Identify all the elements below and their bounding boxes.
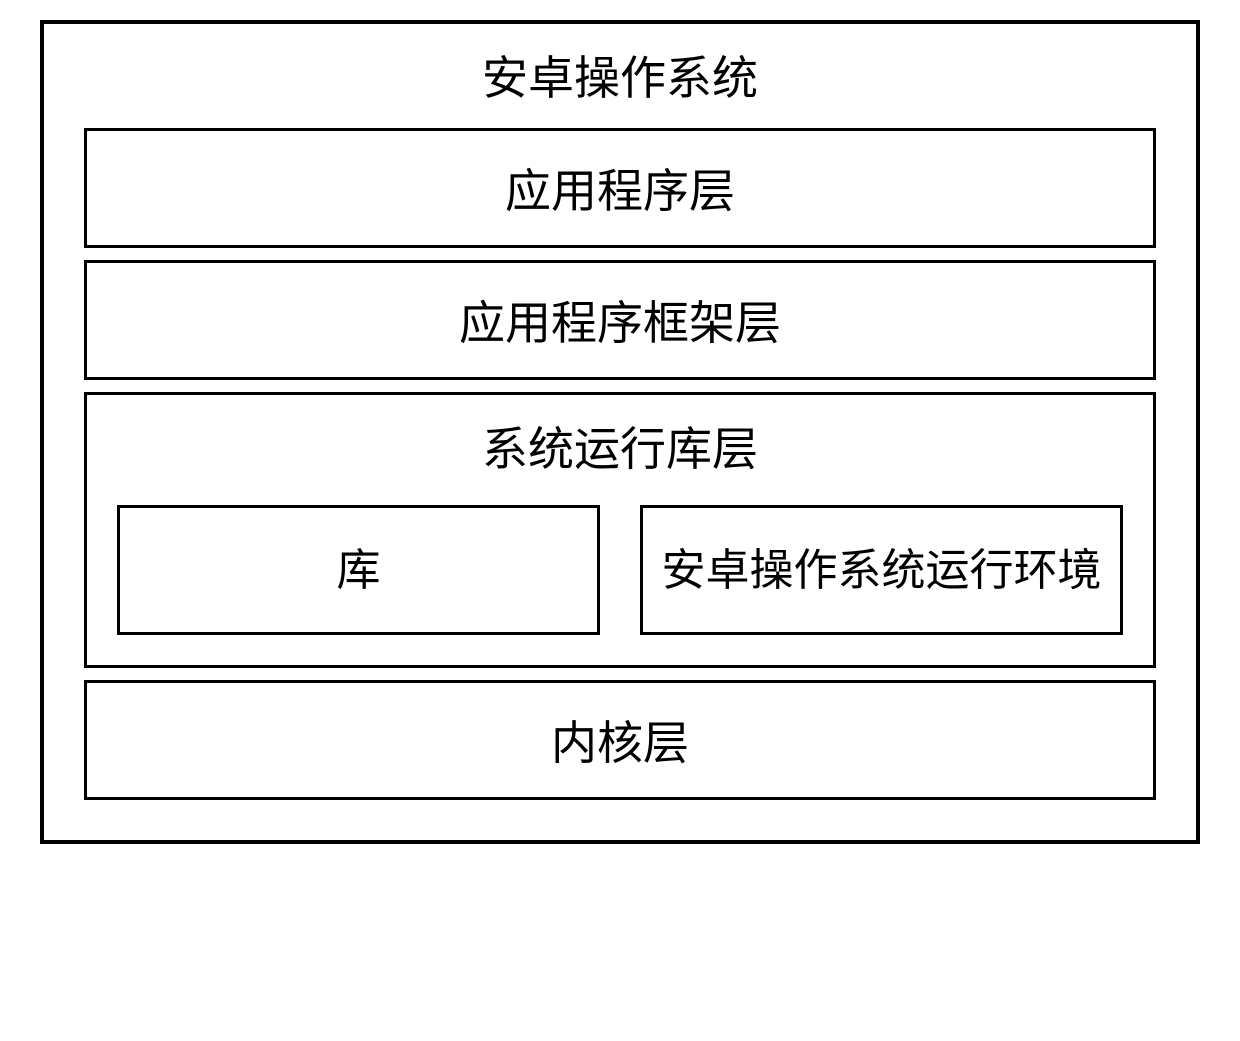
runtime-sub-label: 库: [337, 543, 381, 598]
layer-framework: 应用程序框架层: [84, 260, 1156, 380]
runtime-sub-label: 安卓操作系统运行环境: [662, 543, 1102, 598]
runtime-title: 系统运行库层: [482, 413, 758, 479]
layer-runtime: 系统运行库层 库 安卓操作系统运行环境: [84, 392, 1156, 668]
architecture-diagram: 安卓操作系统 应用程序层 应用程序框架层 系统运行库层 库 安卓操作系统运行环境…: [40, 20, 1200, 844]
layer-label: 应用程序框架层: [459, 287, 781, 353]
layer-application: 应用程序层: [84, 128, 1156, 248]
layer-kernel: 内核层: [84, 680, 1156, 800]
diagram-title: 安卓操作系统: [84, 42, 1156, 108]
runtime-sub-environment: 安卓操作系统运行环境: [640, 505, 1123, 635]
layer-label: 应用程序层: [505, 155, 735, 221]
runtime-sub-library: 库: [117, 505, 600, 635]
layer-label: 内核层: [551, 707, 689, 773]
runtime-row: 库 安卓操作系统运行环境: [117, 505, 1123, 635]
